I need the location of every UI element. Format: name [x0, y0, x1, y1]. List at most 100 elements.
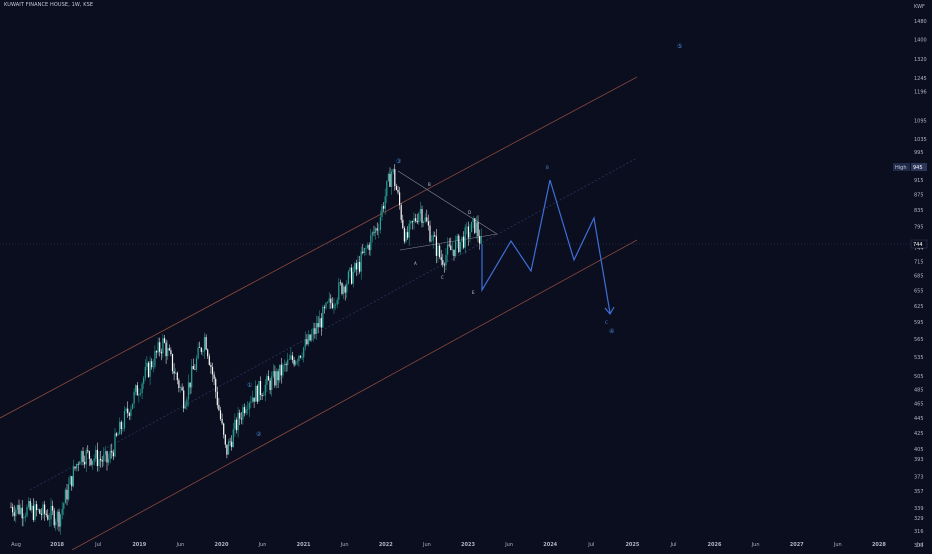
- candle-up: [392, 169, 394, 172]
- candle-up: [322, 307, 324, 328]
- candle-up: [114, 433, 116, 457]
- time-tick-label: 2018: [50, 542, 64, 548]
- candle-down: [171, 354, 174, 372]
- time-axis[interactable]: Aug 2018 Jul 2019 Jun 2020 Jun 2021 Jun 2022 Jun 20…: [11, 542, 923, 548]
- candle-down: [411, 221, 413, 223]
- candle-down: [224, 434, 226, 445]
- candle-down: [435, 236, 437, 256]
- candle-up: [60, 514, 62, 527]
- candle-down: [88, 451, 90, 459]
- corr-label-b: B: [428, 182, 431, 187]
- candle-down: [320, 318, 322, 328]
- candle-up: [335, 304, 337, 306]
- time-tick-label: 2027: [790, 542, 804, 548]
- candle-up: [447, 244, 449, 255]
- candle-up: [187, 382, 190, 400]
- candle-up: [263, 395, 265, 396]
- candle-up: [387, 173, 389, 181]
- candle-down: [106, 451, 108, 463]
- candle-up: [375, 228, 377, 233]
- candle-up: [42, 504, 44, 515]
- time-tick-label: 2026: [708, 542, 722, 548]
- time-tick-label: Jun: [258, 542, 267, 548]
- candle-down: [155, 351, 158, 353]
- candle-down: [253, 397, 255, 402]
- candle-down: [434, 235, 436, 237]
- time-tick-label: Jul: [94, 542, 101, 548]
- candle-up: [48, 519, 50, 520]
- candle-up: [378, 230, 380, 231]
- candle-up: [248, 403, 250, 410]
- candle-up: [431, 240, 433, 242]
- candle-up: [466, 226, 468, 228]
- candle-up: [367, 244, 369, 248]
- candle-down: [205, 337, 207, 350]
- candle-up: [264, 384, 266, 396]
- candle-down: [314, 328, 316, 334]
- candle-down: [101, 460, 103, 462]
- candle-up: [298, 355, 300, 361]
- price-tick-label: 405: [914, 447, 924, 453]
- candle-down: [96, 449, 98, 466]
- price-tick-label: 915: [914, 178, 924, 184]
- price-tick-label: 655: [914, 288, 924, 294]
- time-tick-label: Jul: [916, 542, 923, 548]
- time-tick-label: Jun: [175, 542, 184, 548]
- candle-down: [200, 347, 202, 352]
- candle-down: [207, 349, 209, 357]
- candle-up: [386, 180, 388, 197]
- candle-down: [218, 405, 220, 411]
- candle-down: [240, 418, 242, 420]
- candle-down: [13, 512, 15, 517]
- price-tick-label: 835: [914, 208, 924, 214]
- candle-up: [125, 408, 127, 411]
- candle-up: [34, 504, 36, 520]
- candle-up: [424, 217, 426, 222]
- candle-up: [123, 411, 126, 429]
- candle-up: [290, 355, 292, 360]
- candle-down: [453, 249, 455, 257]
- candle-down: [463, 236, 465, 248]
- candle-down: [84, 461, 86, 465]
- candle-down: [189, 382, 191, 388]
- candle-down: [341, 283, 343, 294]
- candle-down: [165, 342, 167, 357]
- candle-up: [195, 358, 198, 370]
- candle-up: [464, 227, 466, 248]
- channel-upper-line[interactable]: [0, 76, 638, 419]
- price-tick-label: 373: [914, 474, 924, 480]
- candle-up: [184, 406, 186, 409]
- channel-lower-line[interactable]: [71, 239, 638, 551]
- candle-up: [117, 434, 119, 436]
- candle-up: [175, 372, 177, 374]
- price-tick-label: 744: [914, 246, 924, 252]
- candle-down: [285, 364, 287, 366]
- candle-down: [216, 391, 218, 406]
- candle-down: [18, 505, 20, 514]
- price-tick-label: 535: [914, 355, 924, 361]
- candle-down: [29, 501, 31, 510]
- candle-up: [381, 206, 383, 218]
- candle-up: [410, 221, 412, 224]
- projection-path[interactable]: [481, 179, 611, 314]
- candle-up: [227, 441, 230, 455]
- candle-down: [173, 371, 175, 374]
- candle-up: [103, 454, 105, 462]
- high-badge-label: High: [895, 165, 907, 171]
- candle-down: [317, 323, 319, 328]
- candle-up: [109, 450, 111, 460]
- candle-down: [235, 419, 238, 431]
- candle-up: [354, 263, 356, 272]
- projection-arrowhead: [604, 306, 615, 316]
- candle-down: [477, 222, 479, 237]
- candle-down: [176, 372, 178, 381]
- candle-down: [397, 190, 399, 193]
- price-tick-label: 1400: [914, 37, 927, 43]
- candle-down: [395, 186, 397, 190]
- candle-up: [391, 171, 393, 187]
- price-tick-label: 1245: [914, 76, 927, 82]
- candle-up: [456, 235, 458, 241]
- candle-down: [151, 361, 153, 368]
